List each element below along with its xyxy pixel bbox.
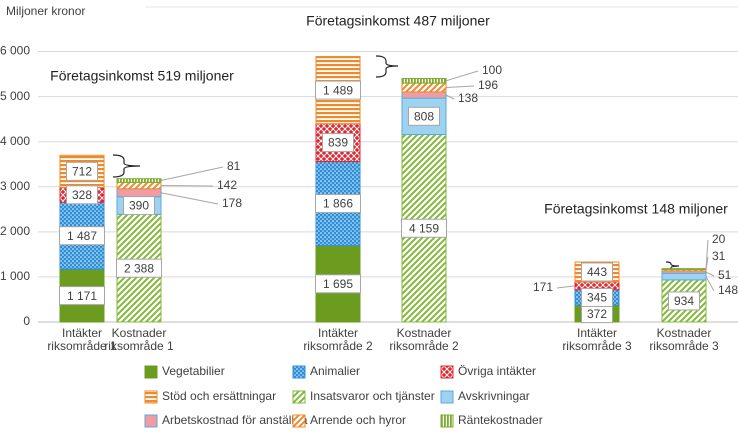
value-label: 1 866 [323, 197, 353, 211]
x-tick-label: Intäkter riksområde 1 [47, 326, 117, 353]
value-label-box [315, 80, 361, 100]
legend-swatch [440, 365, 454, 379]
value-label: 808 [414, 109, 434, 123]
value-label: 20 [712, 232, 726, 246]
bar-segment [116, 188, 162, 198]
leader-line [705, 276, 715, 292]
value-label-box [315, 274, 361, 294]
value-label: 443 [587, 265, 607, 279]
value-label: 31 [712, 249, 726, 263]
bar-segment [401, 82, 447, 93]
bar-segment [116, 181, 162, 190]
leader-line [705, 271, 715, 277]
y-tick-label: 6 000 [0, 44, 30, 58]
legend-swatch [144, 390, 158, 404]
value-label-box [581, 262, 613, 282]
value-label: 1 695 [323, 277, 353, 291]
legend-label: Animalier [310, 364, 360, 378]
value-label-box [59, 286, 105, 306]
value-label: 1 487 [67, 229, 97, 243]
value-label-box [668, 291, 700, 311]
legend-label: Arbetskostnad för anställda [162, 413, 308, 427]
legend-swatch [440, 390, 454, 404]
value-label-box [123, 196, 155, 216]
value-label: 51 [718, 268, 732, 282]
legend-swatch [292, 390, 306, 404]
bar-segment [661, 268, 707, 271]
value-label: 2 388 [124, 261, 154, 275]
value-label-box [315, 194, 361, 214]
y-tick-label: 3 000 [0, 179, 30, 193]
bar-segment [401, 91, 447, 99]
value-label: 4 159 [409, 221, 439, 235]
x-tick-label: Intäkter riksområde 3 [562, 326, 632, 353]
annotation: Företagsinkomst 487 miljoner [306, 13, 490, 29]
y-tick-label: 2 000 [0, 224, 30, 238]
value-label-box [401, 218, 447, 238]
y-tick-label: 5 000 [0, 89, 30, 103]
bar-segment [401, 78, 447, 84]
leader-line [445, 94, 455, 100]
value-label: 934 [674, 294, 694, 308]
y-tick-label: 4 000 [0, 134, 30, 148]
x-tick-label: Kostnader riksområde 1 [104, 326, 174, 353]
legend-swatch [144, 414, 158, 428]
value-label-box [581, 287, 613, 307]
value-label: 712 [72, 165, 92, 179]
value-label: 148 [718, 283, 738, 297]
legend-label: Stöd och ersättningar [162, 389, 276, 403]
bar-segment [661, 272, 707, 281]
value-label: 100 [482, 63, 502, 77]
x-tick-label: Intäkter riksområde 2 [303, 326, 373, 353]
value-label-box [66, 161, 98, 181]
brace [375, 55, 399, 78]
leader-line [160, 166, 224, 182]
leader-line [160, 192, 219, 205]
legend-label: Avskrivningar [458, 389, 530, 403]
value-label-box [116, 258, 162, 278]
x-tick-label: Kostnader riksområde 3 [649, 326, 719, 353]
y-axis-label: Miljoner kronor [6, 4, 85, 18]
value-label: 328 [72, 188, 92, 202]
brace [112, 154, 141, 178]
value-label: 138 [458, 91, 478, 105]
value-label: 372 [587, 307, 607, 321]
value-label-box [322, 133, 354, 153]
value-label: 178 [222, 196, 242, 210]
leader-line [556, 285, 576, 289]
leader-line [445, 85, 475, 88]
value-label: 1 171 [67, 289, 97, 303]
legend-label: Insatsvaror och tjänster [310, 389, 435, 403]
annotation: Företagsinkomst 519 miljoner [50, 68, 234, 84]
value-label: 1 489 [323, 83, 353, 97]
value-label-box [66, 185, 98, 205]
y-tick-label: 1 000 [0, 269, 30, 283]
value-label: 196 [478, 78, 498, 92]
value-label: 171 [533, 280, 553, 294]
value-label: 142 [217, 178, 237, 192]
bar-segment [116, 178, 162, 183]
value-label-box [59, 226, 105, 246]
x-tick-label: Kostnader riksområde 2 [389, 326, 459, 353]
legend-swatch [292, 414, 306, 428]
legend-label: Räntekostnader [458, 413, 543, 427]
legend-swatch [440, 414, 454, 428]
legend-label: Övriga intäkter [458, 364, 536, 378]
legend-label: Arrende och hyror [310, 413, 406, 427]
legend-label: Vegetabilier [162, 364, 225, 378]
value-label: 390 [129, 199, 149, 213]
value-label: 345 [587, 291, 607, 305]
y-tick-label: 0 [23, 314, 30, 328]
leader-line [705, 239, 709, 270]
legend-swatch [292, 365, 306, 379]
value-label: 839 [328, 136, 348, 150]
value-label: 81 [227, 159, 241, 173]
annotation: Företagsinkomst 148 miljoner [544, 201, 728, 217]
value-label-box [408, 106, 440, 126]
legend-swatch [144, 365, 158, 379]
leader-line [445, 70, 479, 82]
